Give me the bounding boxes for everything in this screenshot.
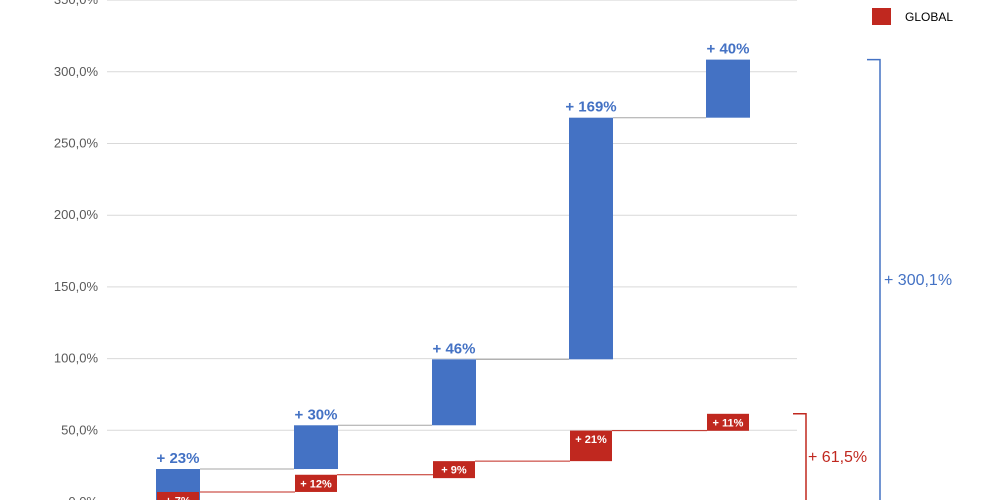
bar-label: + 46%: [433, 340, 476, 357]
bar: [706, 59, 750, 118]
y-tick-label: 100,0%: [54, 351, 99, 366]
total-label: + 61,5%: [808, 449, 867, 466]
y-tick-label: 250,0%: [54, 136, 99, 151]
bar: [432, 359, 476, 426]
bar: [433, 461, 475, 479]
bar: [295, 474, 337, 492]
bar: [570, 430, 612, 462]
bar-label: + 7%: [165, 495, 191, 500]
bar: [294, 425, 338, 470]
y-tick-label: 150,0%: [54, 279, 99, 294]
bar: [157, 491, 199, 500]
bar-label: + 40%: [707, 41, 750, 58]
bar-label: + 30%: [295, 406, 338, 423]
y-tick-label: 300,0%: [54, 64, 99, 79]
bar-label: + 9%: [441, 465, 467, 477]
bar: [569, 117, 613, 360]
y-tick-label: 350,0%: [54, 0, 99, 7]
bar-label: + 23%: [157, 450, 200, 467]
bar-label: + 169%: [565, 99, 616, 116]
y-tick-label: 50,0%: [61, 422, 98, 437]
total-label: + 300,1%: [884, 272, 952, 289]
bar-label: + 11%: [713, 417, 744, 429]
bar-label: + 12%: [300, 478, 332, 490]
bar-label: + 21%: [575, 434, 607, 446]
y-tick-label: 200,0%: [54, 207, 99, 222]
total-bracket: [793, 413, 807, 500]
total-bracket: [867, 58, 881, 500]
legend-label: GLOBAL: [905, 10, 953, 24]
bar: [707, 413, 749, 431]
y-tick-label: 0,0%: [68, 494, 98, 500]
legend-swatch: [872, 8, 891, 25]
